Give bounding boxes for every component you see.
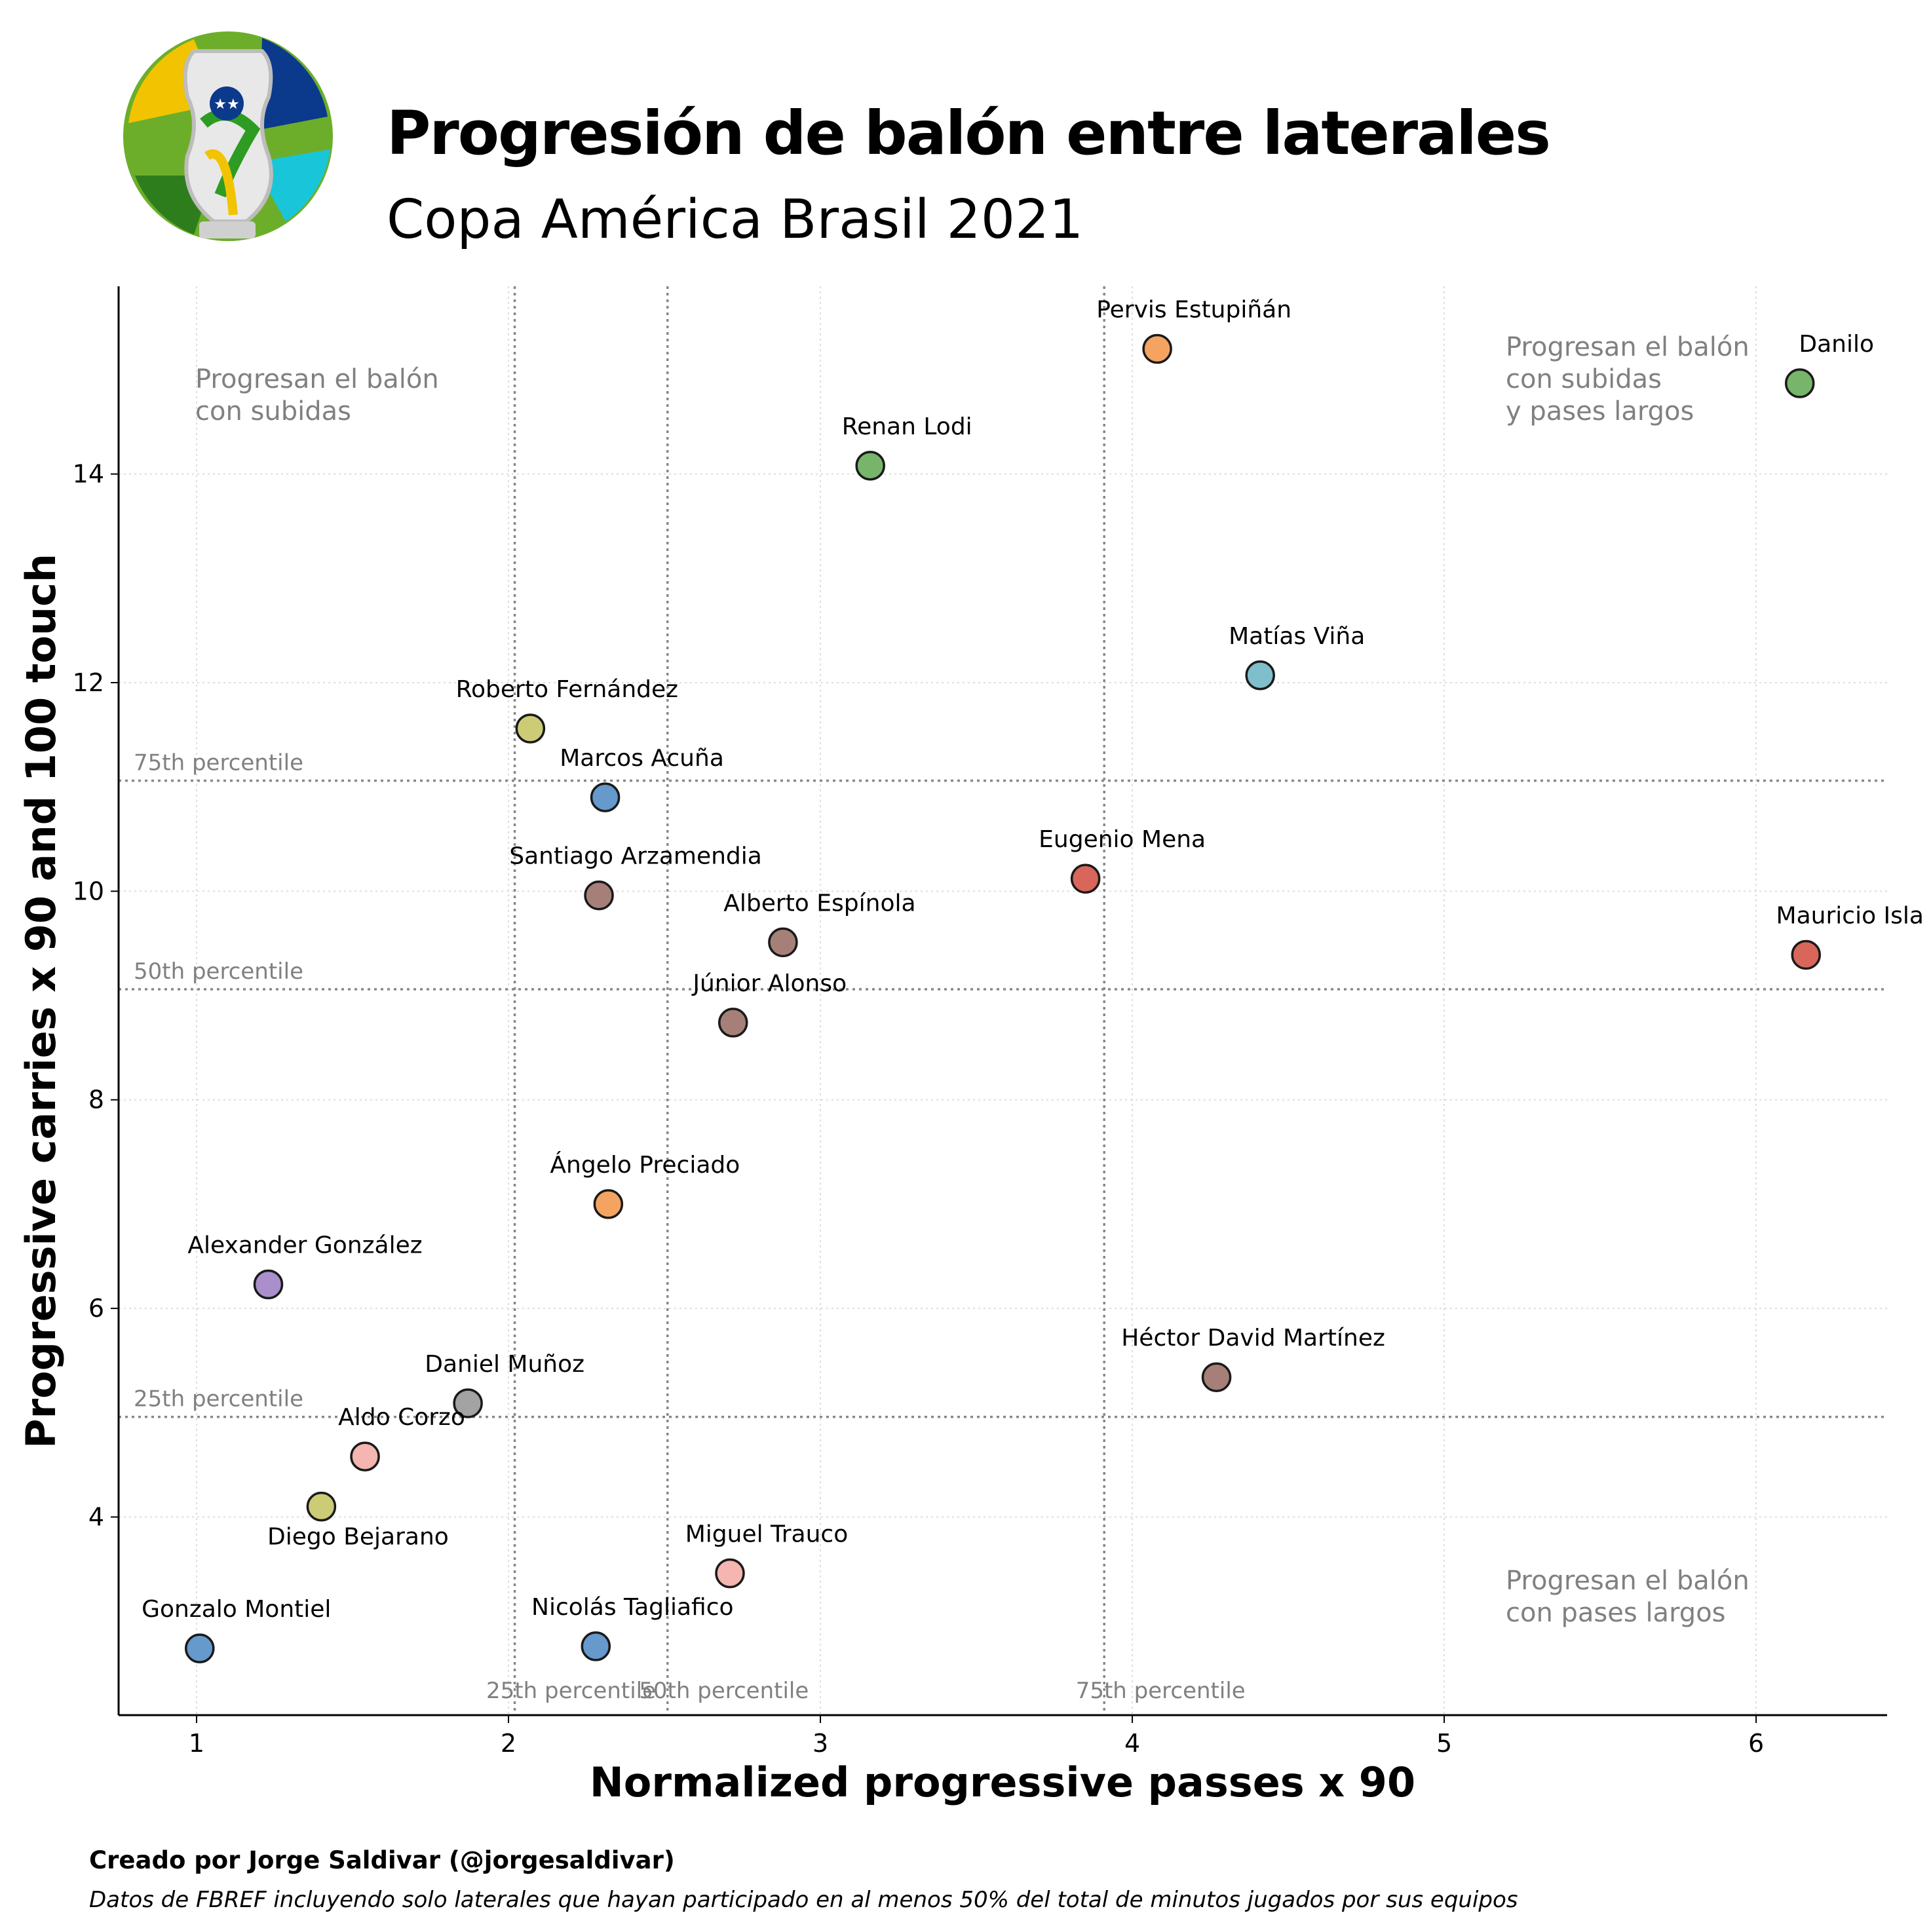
grid-layer xyxy=(119,286,1887,1715)
chart-subtitle: Copa América Brasil 2021 xyxy=(387,189,1084,251)
x-tick-label: 6 xyxy=(1748,1729,1764,1758)
point-label: Daniel Muñoz xyxy=(425,1351,584,1378)
point-label: Ángelo Preciado xyxy=(550,1151,740,1179)
scatter-point xyxy=(590,782,621,812)
source-note: Datos de FBREF incluyendo solo laterales… xyxy=(89,1887,1518,1913)
quadrant-note-line: y pases largos xyxy=(1506,396,1694,426)
point-label: Miguel Trauco xyxy=(685,1521,849,1547)
point-label: Gonzalo Montiel xyxy=(142,1596,331,1623)
point-label: Alberto Espínola xyxy=(723,890,915,917)
horizontal-percentile-label: 50th percentile xyxy=(134,958,303,985)
scatter-point xyxy=(1142,333,1172,364)
svg-text:★★: ★★ xyxy=(214,96,239,113)
point-label: Pervis Estupiñán xyxy=(1096,297,1291,324)
scatter-point xyxy=(1070,863,1101,894)
y-tick-label: 4 xyxy=(88,1503,104,1532)
scatter-point xyxy=(584,880,614,911)
vertical-percentile-label: 50th percentile xyxy=(639,1678,809,1704)
quadrant-note-line: con subidas xyxy=(195,396,351,426)
data-points xyxy=(185,333,1821,1663)
point-label: Nicolás Tagliafico xyxy=(531,1594,734,1621)
y-tick-label: 6 xyxy=(88,1294,104,1323)
point-label: Roberto Fernández xyxy=(456,676,678,703)
x-tick-label: 5 xyxy=(1436,1729,1452,1758)
point-label: Aldo Corzo xyxy=(338,1404,465,1431)
scatter-point xyxy=(515,713,546,744)
quadrant-note-line: Progresan el balón xyxy=(195,364,439,394)
point-label: Eugenio Mena xyxy=(1039,826,1206,853)
chart-title: Progresión de balón entre laterales xyxy=(387,98,1551,168)
scatter-point xyxy=(581,1631,611,1661)
x-tick-label: 2 xyxy=(501,1729,516,1758)
y-tick-label: 10 xyxy=(73,877,104,905)
scatter-point xyxy=(185,1633,215,1663)
quadrant-note-line: con subidas xyxy=(1506,364,1662,394)
credit-line: Creado por Jorge Saldivar (@jorgesaldiva… xyxy=(89,1846,675,1874)
x-tick-label: 3 xyxy=(813,1729,828,1758)
point-label: Diego Bejarano xyxy=(267,1524,449,1551)
copa-america-logo: ★★ xyxy=(123,31,333,241)
point-label: Santiago Arzamendia xyxy=(509,843,762,870)
scatter-point xyxy=(350,1441,380,1471)
scatter-point xyxy=(306,1491,337,1522)
scatter-point xyxy=(1784,368,1815,398)
x-axis-label: Normalized progressive passes x 90 xyxy=(590,1758,1415,1806)
scatter-point xyxy=(453,1388,483,1418)
point-label: Marcos Acuña xyxy=(560,745,724,772)
axes xyxy=(117,286,1887,1716)
point-label: Matías Viña xyxy=(1229,623,1365,650)
scatter-point xyxy=(855,451,885,481)
quadrant-note-line: Progresan el balón xyxy=(1506,1566,1749,1596)
scatter-point xyxy=(1245,660,1275,691)
scatter-point xyxy=(1791,939,1821,970)
quadrant-note-line: Progresan el balón xyxy=(1506,332,1749,362)
point-label: Alexander González xyxy=(187,1232,422,1259)
scatter-point xyxy=(1201,1362,1232,1392)
horizontal-percentile-label: 25th percentile xyxy=(134,1386,303,1412)
x-tick-label: 1 xyxy=(189,1729,204,1758)
quadrant-note-line: con pases largos xyxy=(1506,1598,1726,1628)
point-labels: Pervis Estupiñán Danilo Renan Lodi Matías V… xyxy=(142,297,1924,1623)
horizontal-percentile-label: 75th percentile xyxy=(134,750,303,776)
scatter-point xyxy=(717,1008,748,1038)
y-tick-label: 12 xyxy=(73,668,104,697)
point-label: Danilo xyxy=(1799,331,1874,358)
x-tick-label: 4 xyxy=(1124,1729,1140,1758)
point-label: Júnior Alonso xyxy=(691,970,847,997)
vertical-percentile-label: 25th percentile xyxy=(486,1678,656,1704)
scatter-point xyxy=(715,1558,745,1589)
scatter-point xyxy=(593,1189,624,1219)
y-axis-label: Progressive carries x 90 and 100 touch xyxy=(17,554,65,1449)
y-tick-label: 14 xyxy=(73,460,104,489)
point-label: Héctor David Martínez xyxy=(1121,1325,1385,1352)
point-label: Renan Lodi xyxy=(842,413,972,440)
scatter-point xyxy=(253,1269,284,1300)
vertical-percentile-label: 75th percentile xyxy=(1076,1678,1246,1704)
point-label: Mauricio Isla xyxy=(1776,902,1924,929)
y-tick-label: 8 xyxy=(88,1086,104,1114)
scatter-point xyxy=(768,927,798,958)
